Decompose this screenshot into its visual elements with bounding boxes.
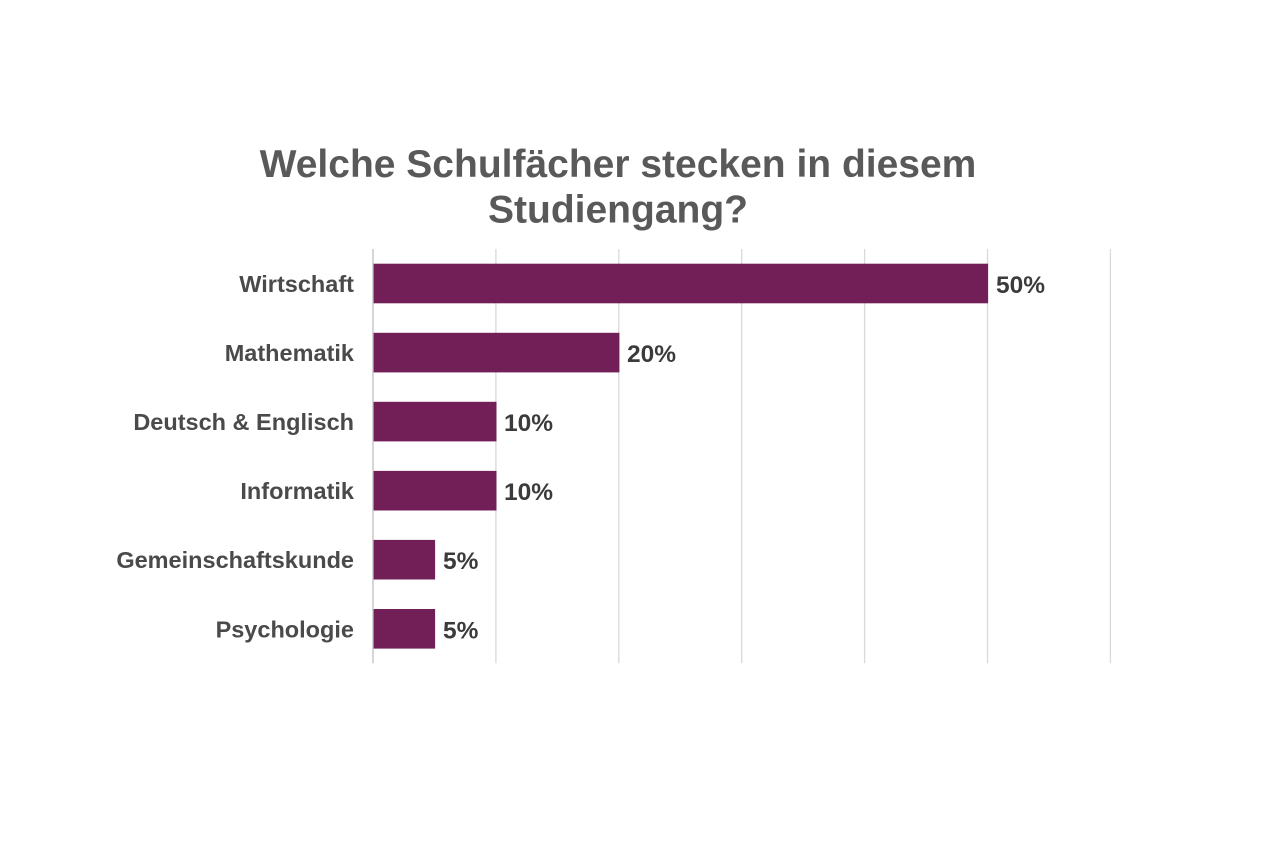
svg-text:10%: 10%	[504, 410, 553, 437]
svg-text:Welche Schulfächer stecken in: Welche Schulfächer stecken in diesem	[260, 143, 977, 186]
svg-text:Studiengang?: Studiengang?	[488, 189, 748, 232]
svg-text:Mathematik: Mathematik	[225, 340, 355, 366]
svg-text:5%: 5%	[443, 548, 479, 575]
svg-text:20%: 20%	[627, 341, 676, 368]
svg-text:Gemeinschaftskunde: Gemeinschaftskunde	[116, 547, 354, 573]
svg-text:Deutsch & Englisch: Deutsch & Englisch	[133, 409, 354, 435]
svg-text:5%: 5%	[443, 617, 479, 644]
svg-text:10%: 10%	[504, 479, 553, 506]
svg-text:Psychologie: Psychologie	[216, 616, 354, 642]
svg-text:50%: 50%	[996, 272, 1045, 299]
svg-text:Wirtschaft: Wirtschaft	[239, 271, 354, 297]
svg-text:Informatik: Informatik	[240, 478, 355, 504]
